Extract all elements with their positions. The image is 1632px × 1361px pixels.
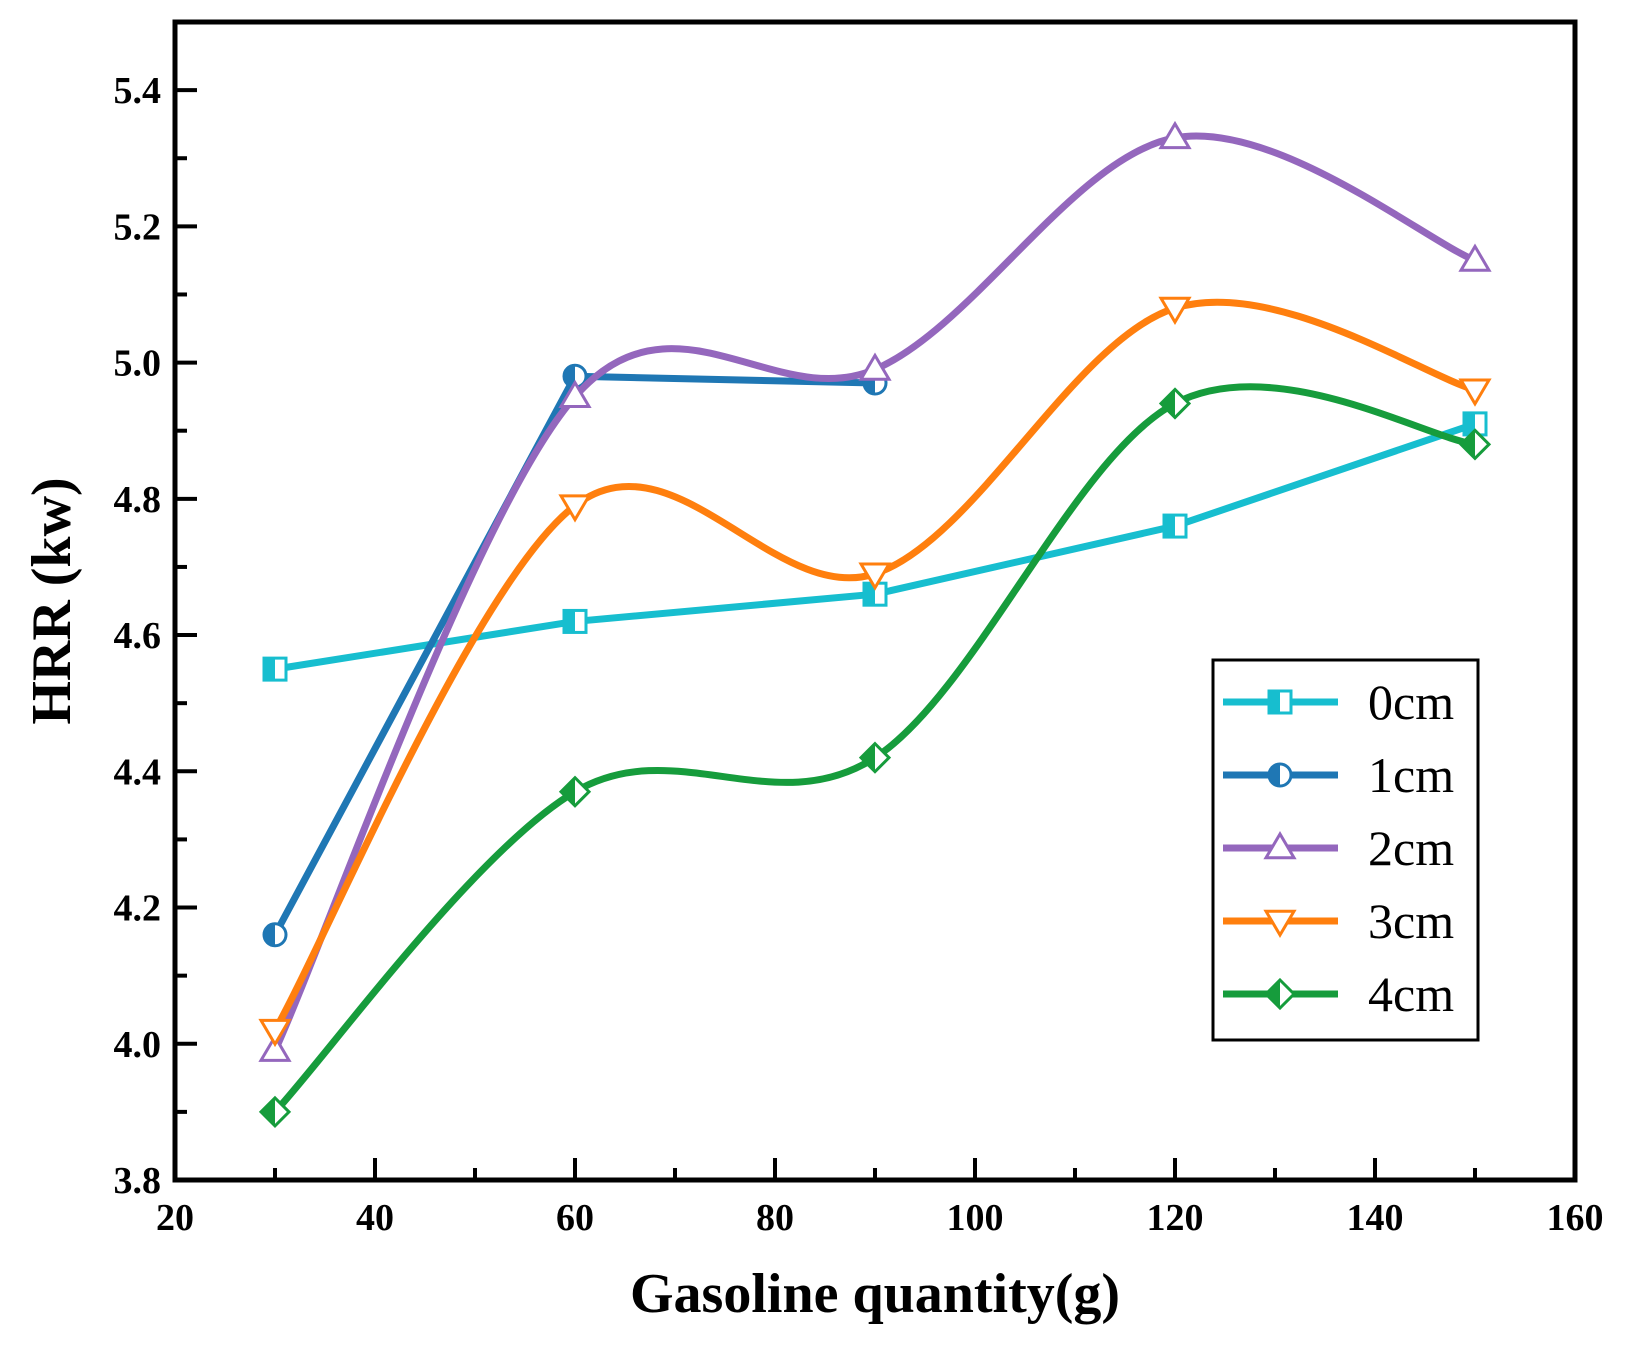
x-tick-label: 120 — [1147, 1197, 1204, 1239]
legend-marker — [1263, 909, 1297, 938]
series-line-3cm — [271, 298, 1479, 1034]
legend-label: 1cm — [1368, 747, 1454, 803]
data-point-2cm — [1458, 243, 1492, 272]
x-tick-label: 160 — [1547, 1197, 1604, 1239]
legend-item-3cm: 3cm — [1223, 893, 1454, 949]
y-tick-label: 3.8 — [114, 1160, 162, 1202]
data-point-2cm — [558, 379, 592, 408]
data-point-3cm — [1158, 296, 1192, 326]
y-axis: 3.8 4.0 4.2 4.4 4.6 4.8 5.0 5.2 5.4 — [114, 70, 197, 1202]
series-4cm — [258, 383, 1492, 1129]
series-3cm — [258, 296, 1492, 1048]
data-point-3cm — [858, 562, 892, 591]
legend-marker — [1267, 762, 1293, 788]
y-tick-label: 5.4 — [114, 70, 162, 112]
data-point-0cm — [262, 656, 288, 682]
series-2cm — [258, 120, 1492, 1062]
data-point-2cm — [1158, 120, 1192, 150]
legend-label: 2cm — [1368, 820, 1454, 876]
data-point-0cm — [1162, 513, 1188, 539]
legend-marker — [1267, 689, 1293, 715]
data-point-3cm — [1458, 378, 1492, 407]
legend-marker — [1263, 977, 1297, 1011]
series-line-0cm — [271, 420, 1479, 673]
x-tick-label: 140 — [1347, 1197, 1404, 1239]
x-tick-label: 20 — [156, 1197, 194, 1239]
data-point-2cm — [258, 1033, 292, 1062]
x-axis: 20 40 60 80 100 120 140 160 — [156, 1158, 1604, 1239]
legend-label: 4cm — [1368, 966, 1454, 1022]
y-tick-label: 5.0 — [114, 343, 162, 385]
series-0cm — [262, 411, 1488, 682]
x-axis-title: Gasoline quantity(g) — [630, 1263, 1120, 1325]
data-point-2cm — [858, 352, 892, 381]
y-tick-label: 4.8 — [114, 479, 162, 521]
y-tick-label: 5.2 — [114, 206, 162, 248]
x-tick-label: 40 — [356, 1197, 394, 1239]
x-tick-label: 80 — [756, 1197, 794, 1239]
y-tick-label: 4.2 — [114, 888, 162, 930]
data-point-1cm — [262, 922, 288, 948]
data-point-4cm — [858, 741, 892, 774]
series-layer — [258, 120, 1492, 1129]
y-tick-label: 4.6 — [114, 615, 162, 657]
data-point-4cm — [1458, 428, 1492, 461]
legend-item-4cm: 4cm — [1223, 966, 1454, 1022]
legend-label: 3cm — [1368, 893, 1454, 949]
legend-item-0cm: 0cm — [1223, 674, 1454, 730]
series-line-2cm — [271, 132, 1479, 1055]
legend-marker — [1263, 831, 1297, 860]
y-axis-title: HRR (kw) — [21, 477, 83, 724]
data-point-0cm — [562, 608, 588, 634]
legend-item-1cm: 1cm — [1223, 747, 1454, 803]
y-tick-label: 4.4 — [114, 751, 162, 793]
legend: 0cm 1cm 2cm 3cm 4cm — [1211, 658, 1480, 1042]
data-point-3cm — [258, 1018, 292, 1048]
data-point-4cm — [558, 775, 592, 808]
legend-item-2cm: 2cm — [1223, 820, 1454, 876]
x-tick-label: 60 — [556, 1197, 594, 1239]
legend-label: 0cm — [1368, 674, 1454, 730]
data-point-3cm — [558, 494, 592, 523]
data-point-0cm — [1462, 411, 1488, 437]
data-point-4cm — [258, 1095, 292, 1129]
x-tick-label: 100 — [947, 1197, 1004, 1239]
y-tick-label: 4.0 — [114, 1024, 162, 1066]
data-point-4cm — [1158, 387, 1192, 420]
